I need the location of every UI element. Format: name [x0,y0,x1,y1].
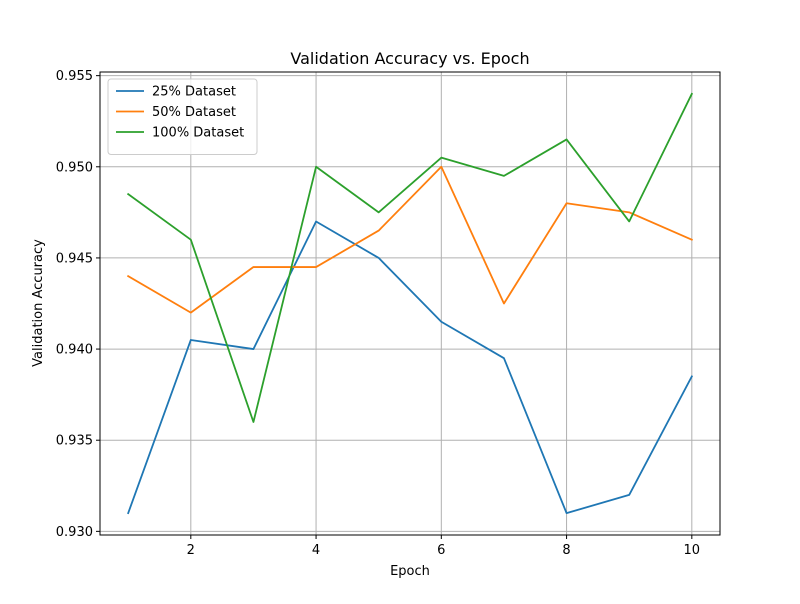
x-tick-label: 2 [187,543,195,558]
chart-title: Validation Accuracy vs. Epoch [290,49,529,68]
y-tick-label: 0.955 [56,69,93,84]
x-tick-label: 10 [684,543,701,558]
plot-frame [99,71,721,536]
legend: 25% Dataset 50% Dataset 100% Dataset [107,78,258,155]
y-tick-label: 0.945 [56,251,93,266]
y-tick-label: 0.935 [56,434,93,449]
x-axis-ticks: 2 4 6 8 10 [187,535,700,558]
x-tick-label: 6 [437,543,445,558]
legend-label-3: 100% Dataset [152,126,244,141]
x-axis-title: Epoch [390,564,430,579]
y-axis-title: Validation Accuracy [31,239,46,367]
series-lines [126,92,694,515]
series-line-1 [127,220,694,515]
grid-lines [100,72,720,535]
y-tick-label: 0.940 [56,343,93,358]
legend-label-1: 25% Dataset [152,85,236,100]
x-tick-label: 4 [312,543,320,558]
legend-box [107,78,258,155]
legend-label-2: 50% Dataset [152,105,236,120]
y-axis-ticks: 0.930 0.935 0.940 0.945 0.950 0.955 [56,69,100,540]
y-tick-label: 0.930 [56,525,93,540]
series-line-3 [126,92,694,423]
y-tick-label: 0.950 [56,160,93,175]
x-tick-label: 8 [562,543,570,558]
series-line-2 [126,165,694,314]
